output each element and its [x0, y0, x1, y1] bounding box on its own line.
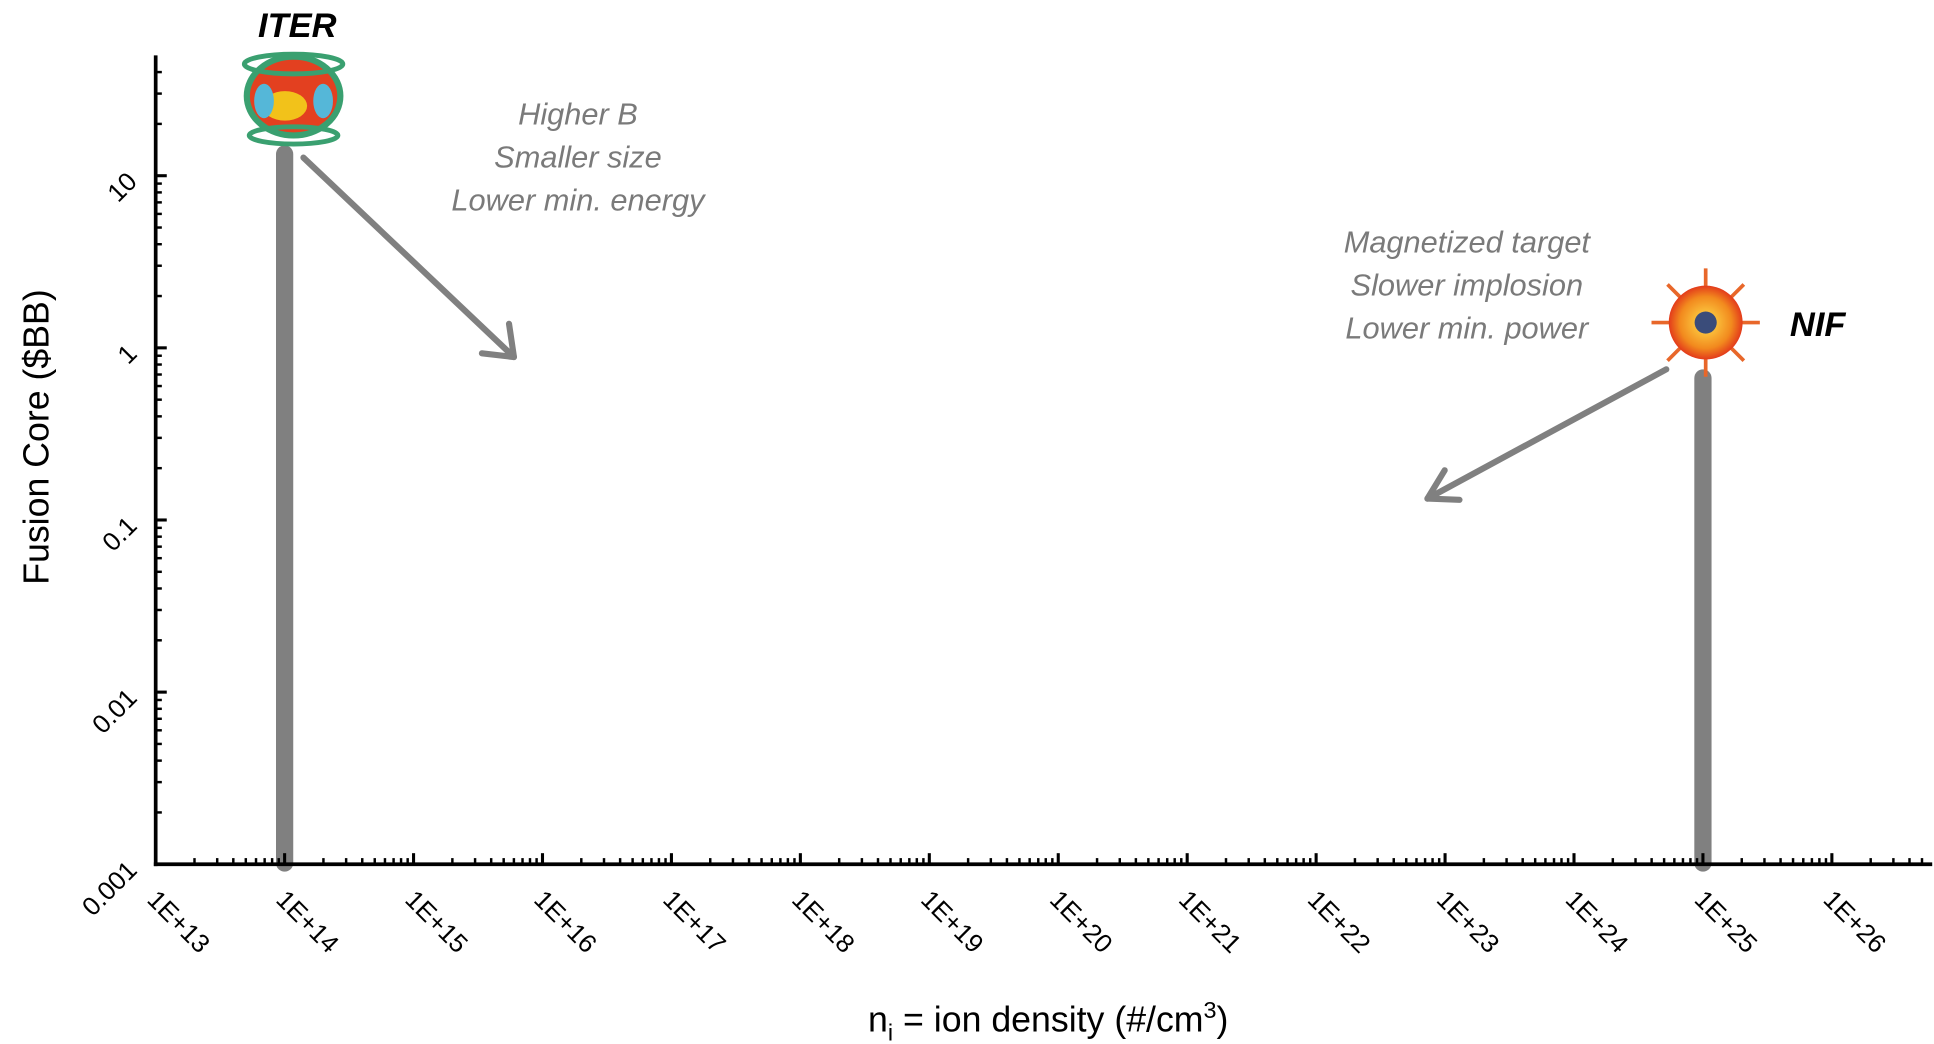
- iter-icon: [241, 51, 346, 147]
- x-tick-label: 1E+14: [271, 886, 344, 959]
- x-label-part: n: [868, 1000, 888, 1040]
- x-axis-label: ni = ion density (#/cm3): [868, 997, 1228, 1044]
- y-tick-label: 0.01: [87, 684, 142, 739]
- x-label-sup: 3: [1204, 997, 1217, 1023]
- y-tick-label: 10: [103, 168, 143, 208]
- x-tick-label: 1E+15: [399, 886, 472, 959]
- x-label-part: ): [1217, 1000, 1229, 1040]
- annotation: Smaller size: [494, 139, 662, 174]
- x-tick-label: 1E+25: [1689, 886, 1762, 959]
- x-tick-label: 1E+20: [1044, 886, 1117, 959]
- annotation: Lower min. power: [1345, 311, 1590, 346]
- annotation: Lower min. energy: [451, 183, 706, 218]
- x-tick-label: 1E+26: [1818, 886, 1891, 959]
- x-tick-label: 1E+13: [142, 886, 215, 959]
- nif-icon: [1651, 268, 1760, 377]
- x-tick-label: 1E+16: [528, 886, 601, 959]
- annotation: Higher B: [518, 96, 638, 131]
- x-tick-label: 1E+22: [1302, 886, 1375, 959]
- category-label: NIF: [1790, 306, 1846, 344]
- category-label: ITER: [258, 7, 337, 45]
- bar: [1694, 369, 1712, 872]
- y-tick-label: 1: [113, 340, 143, 370]
- y-tick-label: 0.1: [97, 512, 142, 557]
- y-axis-label: Fusion Core ($BB): [17, 289, 57, 585]
- arrows: [300, 154, 1670, 503]
- annotation: Magnetized target: [1344, 224, 1592, 259]
- x-label-sub: i: [888, 1019, 893, 1044]
- x-tick-label: 1E+21: [1173, 886, 1246, 959]
- x-tick-label: 1E+19: [915, 886, 988, 959]
- x-tick-label: 1E+23: [1431, 886, 1504, 959]
- bar: [276, 145, 294, 872]
- x-tick-label: 1E+17: [657, 886, 730, 959]
- x-tick-label: 1E+24: [1560, 886, 1633, 959]
- x-tick-label: 1E+18: [786, 886, 859, 959]
- x-label-part: = ion density (#/cm: [893, 1000, 1203, 1040]
- y-tick-label: 0.001: [77, 856, 143, 922]
- annotation: Slower implosion: [1351, 267, 1584, 302]
